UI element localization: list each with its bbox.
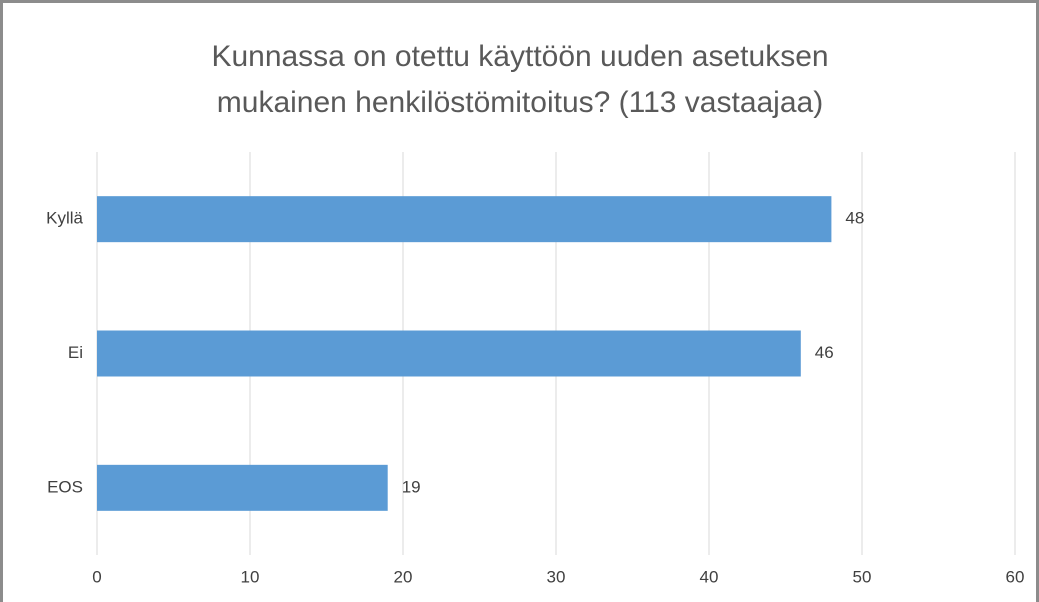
bar (97, 464, 388, 511)
x-tick-label: 0 (92, 567, 101, 586)
x-tick-label: 10 (241, 567, 260, 586)
y-tick-label: EOS (47, 477, 83, 496)
data-label: 48 (845, 209, 864, 228)
y-tick-label: Ei (68, 343, 83, 362)
chart-title: Kunnassa on otettu käyttöön uuden asetuk… (211, 40, 829, 119)
x-tick-label: 30 (547, 567, 566, 586)
x-tick-label: 40 (700, 567, 719, 586)
bar (97, 330, 801, 377)
x-tick-label: 50 (853, 567, 872, 586)
x-tick-label: 60 (1006, 567, 1025, 586)
bar (97, 196, 832, 243)
x-tick-label: 20 (394, 567, 413, 586)
data-label: 46 (815, 343, 834, 362)
y-tick-label: Kyllä (46, 209, 83, 228)
data-label: 19 (402, 477, 421, 496)
